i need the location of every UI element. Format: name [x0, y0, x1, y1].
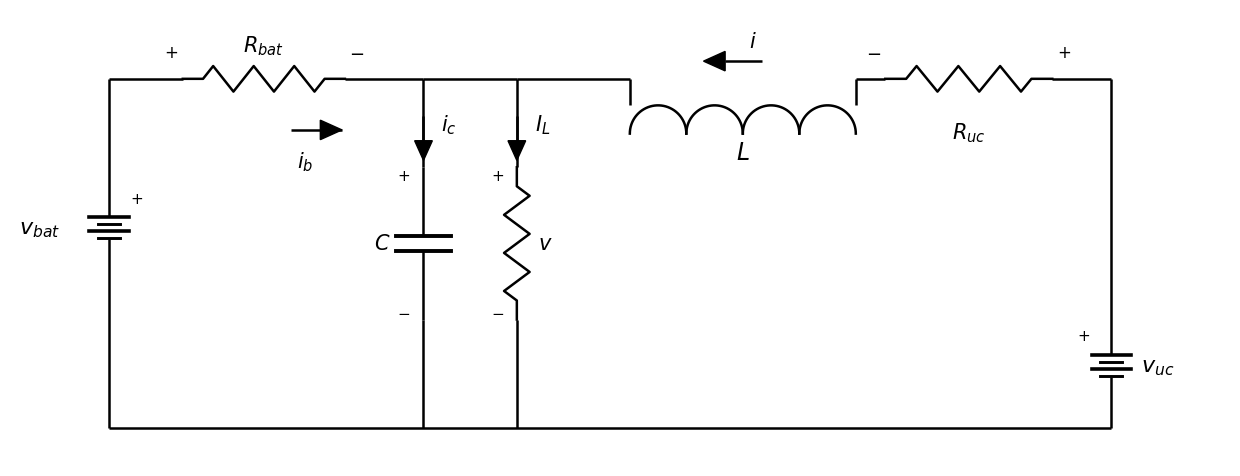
Text: $R_{uc}$: $R_{uc}$: [952, 121, 986, 144]
Text: $-$: $-$: [397, 305, 410, 319]
Text: $+$: $+$: [130, 191, 143, 206]
Text: $-$: $-$: [866, 44, 882, 62]
Text: $v_{uc}$: $v_{uc}$: [1141, 357, 1174, 377]
Text: $i_c$: $i_c$: [441, 113, 456, 137]
Text: $i$: $i$: [749, 32, 756, 52]
Text: $i_b$: $i_b$: [298, 150, 314, 174]
Text: $L$: $L$: [737, 140, 750, 164]
Text: $+$: $+$: [397, 168, 410, 183]
Polygon shape: [508, 141, 526, 161]
Text: $+$: $+$: [1056, 44, 1071, 62]
Polygon shape: [703, 52, 725, 72]
Polygon shape: [320, 121, 342, 140]
Text: $v_{bat}$: $v_{bat}$: [19, 220, 60, 239]
Text: $+$: $+$: [164, 44, 179, 62]
Text: $I_L$: $I_L$: [534, 113, 551, 137]
Text: $R_{bat}$: $R_{bat}$: [243, 35, 284, 58]
Text: $-$: $-$: [350, 44, 365, 62]
Text: $C$: $C$: [374, 234, 391, 254]
Text: $+$: $+$: [491, 168, 503, 183]
Text: $+$: $+$: [1078, 328, 1090, 343]
Polygon shape: [414, 141, 433, 161]
Text: $-$: $-$: [491, 305, 503, 319]
Text: $v$: $v$: [538, 234, 553, 254]
